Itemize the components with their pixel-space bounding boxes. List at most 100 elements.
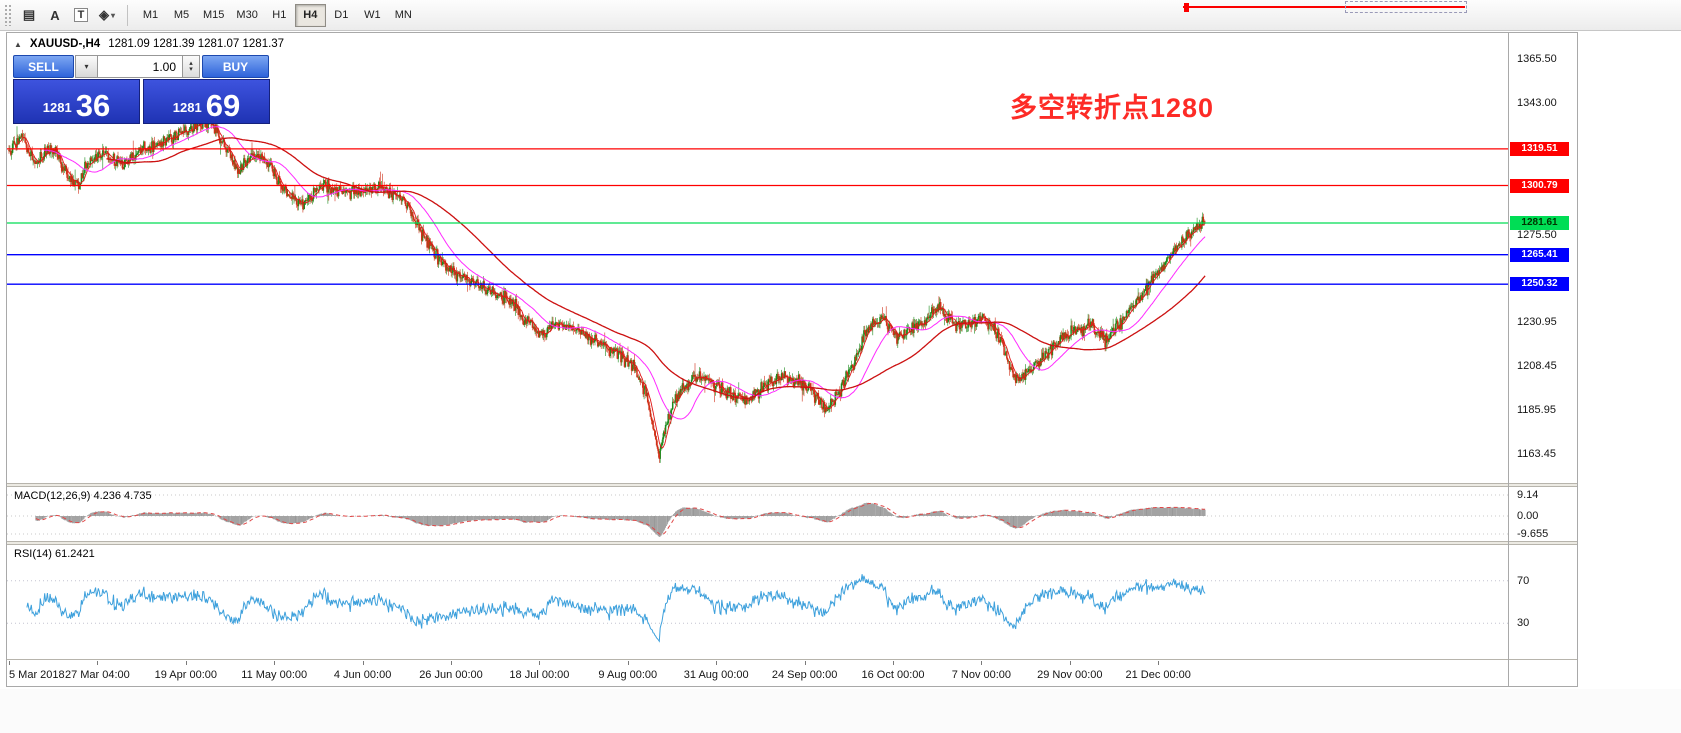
price-level-tag[interactable]: 1300.79: [1510, 178, 1569, 193]
volume-preset-dropdown[interactable]: ▾: [75, 55, 98, 78]
toolbar-separator: [127, 4, 129, 26]
price-level-tag[interactable]: 1250.32: [1510, 277, 1569, 292]
time-axis-tick: [1158, 661, 1160, 665]
main-chart-canvas[interactable]: [7, 33, 1508, 483]
rsi-axis-label: 70: [1517, 574, 1530, 587]
time-axis-tick: [274, 661, 276, 665]
time-axis-label: 9 Aug 00:00: [598, 669, 658, 681]
time-axis-label: 24 Sep 00:00: [771, 669, 838, 681]
buy-price-display[interactable]: 1281 69: [143, 79, 270, 124]
triangle-up-icon: ▲: [14, 40, 22, 49]
chart-window: ▲ XAUUSD-,H4 1281.09 1281.39 1281.07 128…: [6, 32, 1578, 687]
buy-button[interactable]: BUY: [202, 55, 269, 78]
rsi-line: [26, 574, 1206, 643]
price-axis-tick: 1343.00: [1517, 96, 1557, 109]
time-axis-tick: [185, 661, 187, 665]
timeframe-group: M1 M5 M15 M30 H1 H4 D1 W1 MN: [135, 3, 419, 27]
moving-average-line: [106, 137, 1206, 400]
timeframe-button-m15[interactable]: M15: [197, 4, 230, 27]
toolbar-drag-handle[interactable]: [4, 4, 12, 26]
timeframe-button-mn[interactable]: MN: [388, 4, 419, 27]
chart-annotation-text[interactable]: 多空转折点1280: [1010, 93, 1215, 123]
sell-price-display[interactable]: 1281 36: [13, 79, 140, 124]
sell-button[interactable]: SELL: [13, 55, 74, 78]
time-axis-tick: [716, 661, 718, 665]
buy-price-main: 1281: [172, 100, 202, 115]
sell-price-pips: 36: [75, 88, 111, 123]
time-axis-label: 31 Aug 00:00: [683, 669, 749, 681]
letter-a-icon: A: [50, 7, 60, 23]
sell-price-main: 1281: [42, 100, 72, 115]
price-axis-tick: 1208.45: [1517, 360, 1557, 373]
volume-spinner[interactable]: ▴ ▾: [183, 55, 200, 78]
rsi-axis-label: 30: [1517, 617, 1530, 630]
price-axis-tick: 1275.50: [1517, 228, 1557, 241]
timeframe-button-m30[interactable]: M30: [230, 4, 263, 27]
macd-canvas[interactable]: [7, 487, 1508, 541]
timeframe-button-h4[interactable]: H4: [294, 3, 326, 27]
timeframe-button-h1[interactable]: H1: [264, 4, 295, 27]
text-tool-icon: T: [73, 8, 89, 22]
timeframe-button-w1[interactable]: W1: [357, 4, 388, 27]
pattern-tool-button[interactable]: ▤: [17, 4, 41, 27]
time-axis-label: 18 Jul 00:00: [509, 669, 570, 681]
time-axis-tick: [1069, 661, 1071, 665]
time-axis-divider: [7, 659, 1577, 660]
time-axis-label: 5 Mar 2018: [9, 669, 65, 681]
rsi-label: RSI(14) 61.2421: [14, 548, 95, 560]
up-candle-wicks: [9, 114, 1203, 463]
time-axis-label: 27 Mar 04:00: [64, 669, 130, 681]
macd-label: MACD(12,26,9) 4.236 4.735: [14, 490, 152, 502]
time-axis-tick: [451, 661, 452, 665]
rsi-canvas[interactable]: [7, 545, 1508, 659]
time-axis-label: 7 Nov 00:00: [951, 669, 1012, 681]
time-axis-label: 29 Nov 00:00: [1037, 669, 1103, 681]
moving-average-line: [43, 126, 1206, 420]
time-axis-label: 11 May 00:00: [241, 669, 308, 681]
one-click-trading-panel: SELL ▾ ▴ ▾ BUY 1281 36 1281 69: [13, 55, 270, 124]
price-axis-tick: 1230.95: [1517, 316, 1557, 329]
price-display-row: 1281 36 1281 69: [13, 79, 270, 124]
time-axis-label: 26 Jun 00:00: [419, 669, 483, 681]
price-level-tag[interactable]: 1281.61: [1510, 216, 1569, 230]
macd-axis-label: 0.00: [1517, 510, 1539, 522]
chevron-down-icon: ▾: [111, 10, 116, 20]
drawn-red-trendline[interactable]: [1183, 6, 1465, 8]
price-axis-tick: 1365.50: [1517, 53, 1557, 65]
timeframe-button-m1[interactable]: M1: [135, 4, 166, 27]
selection-box: [1345, 1, 1467, 13]
macd-axis-label: 9.14: [1517, 489, 1539, 501]
objects-tool-button[interactable]: ◈ ▾: [95, 4, 119, 27]
volume-input[interactable]: [98, 55, 183, 78]
spinner-up-icon: ▴: [189, 59, 193, 67]
grid-pattern-icon: ▤: [22, 7, 36, 22]
trendline-handle[interactable]: [1184, 3, 1189, 12]
text-tool-button[interactable]: T: [69, 4, 93, 27]
ohlc-values: 1281.09 1281.39 1281.07 1281.37: [108, 38, 285, 50]
panel-splitter[interactable]: [7, 483, 1577, 487]
timeframe-button-d1[interactable]: D1: [326, 4, 357, 27]
down-candle-wicks: [8, 112, 1206, 463]
time-axis-label: 16 Oct 00:00: [861, 669, 925, 681]
time-axis-tick: [981, 661, 983, 665]
macd-axis-label: -9.655: [1517, 528, 1549, 540]
price-level-tag[interactable]: 1319.51: [1510, 141, 1569, 156]
timeframe-button-m5[interactable]: M5: [166, 4, 197, 27]
toolbar: ▤ A T ◈ ▾ M1 M5 M15 M30 H1 H4 D1 W1 MN: [0, 0, 1681, 31]
time-axis-tick: [362, 661, 364, 665]
spinner-down-icon: ▾: [189, 65, 193, 73]
time-axis-tick: [627, 661, 629, 665]
time-axis-tick: [804, 661, 806, 665]
moving-average-line: [15, 121, 1206, 449]
price-axis: 1365.50 1343.00 1275.50 1230.95 1208.45 1185.…: [1509, 33, 1577, 686]
order-entry-row: SELL ▾ ▴ ▾ BUY: [13, 55, 270, 78]
label-tool-button[interactable]: A: [43, 4, 67, 27]
up-candle-bodies: [9, 115, 1204, 459]
buy-price-pips: 69: [205, 88, 241, 123]
shapes-icon: ◈: [99, 7, 109, 22]
panel-splitter[interactable]: [7, 541, 1577, 545]
price-axis-tick: 1185.95: [1517, 404, 1556, 417]
macd-signal-line: [35, 502, 1206, 536]
time-axis-tick: [97, 661, 99, 665]
price-level-tag[interactable]: 1265.41: [1510, 247, 1569, 262]
